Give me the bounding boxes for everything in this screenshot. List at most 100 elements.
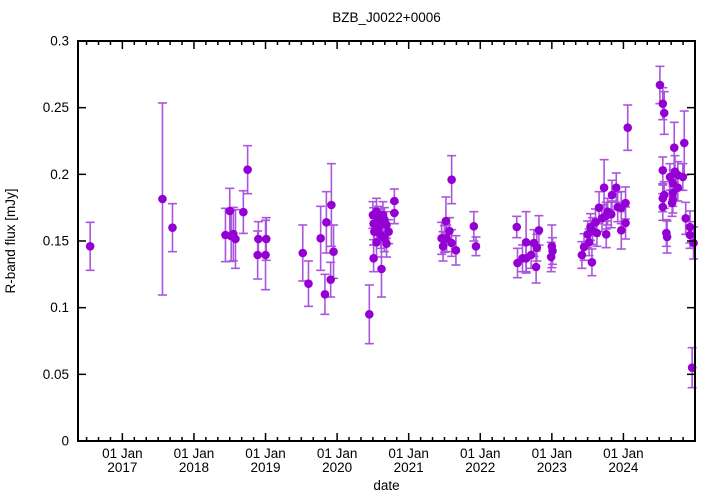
x-tick-label: 2021	[394, 460, 424, 475]
data-point	[243, 165, 252, 174]
data-point	[372, 207, 381, 216]
chart-title: BZB_J0022+0006	[332, 10, 440, 25]
x-tick-label: 01 Jan	[603, 446, 644, 461]
data-point	[469, 222, 479, 231]
y-axis-label: R-band flux [mJy]	[3, 188, 18, 293]
data-point	[662, 228, 671, 238]
data-point	[658, 166, 668, 175]
data-point	[377, 264, 386, 274]
data-point	[85, 242, 95, 251]
data-point	[623, 123, 633, 132]
y-tick-label: 0.3	[50, 34, 69, 49]
data-point	[658, 202, 668, 212]
y-tick-label: 0.1	[50, 300, 69, 315]
x-tick-label: 2022	[465, 460, 495, 475]
x-axis-label: date	[373, 478, 399, 493]
x-tick-label: 01 Jan	[245, 446, 286, 461]
data-point	[327, 200, 336, 210]
x-tick-label: 2023	[537, 460, 567, 475]
data-point	[599, 183, 609, 192]
data-point	[594, 203, 604, 212]
data-point	[441, 216, 451, 226]
data-point	[521, 254, 531, 263]
data-point	[655, 80, 665, 90]
data-point	[607, 190, 617, 200]
data-point	[584, 238, 594, 247]
x-tick-label: 01 Jan	[174, 446, 215, 461]
data-point	[326, 275, 335, 284]
y-tick-label: 0.25	[43, 100, 69, 115]
data-point	[438, 242, 448, 251]
data-point	[601, 230, 611, 239]
data-point	[521, 238, 531, 247]
data-point	[382, 220, 391, 230]
data-point	[231, 234, 240, 244]
data-point	[512, 222, 522, 232]
data-point	[621, 218, 630, 228]
data-point	[685, 222, 695, 232]
data-point	[316, 234, 325, 243]
x-tick-label: 2018	[179, 460, 209, 475]
data-point	[658, 99, 668, 108]
data-point	[531, 262, 541, 272]
data-point	[577, 250, 587, 260]
x-tick-label: 01 Jan	[102, 446, 143, 461]
y-tick-label: 0	[61, 434, 69, 449]
y-tick-label: 0.15	[43, 234, 69, 249]
x-tick-label: 01 Jan	[460, 446, 501, 461]
data-point	[390, 208, 399, 218]
data-point	[253, 250, 262, 260]
data-points	[85, 80, 698, 372]
data-point	[606, 210, 616, 219]
data-point	[261, 234, 271, 244]
data-point	[447, 238, 456, 248]
data-point	[587, 258, 597, 267]
data-point	[261, 250, 270, 260]
data-point	[445, 226, 454, 236]
x-tick-label: 2017	[107, 460, 137, 475]
data-point	[225, 206, 235, 216]
data-point	[532, 243, 542, 252]
data-point	[322, 218, 331, 227]
data-point	[668, 188, 678, 198]
data-point	[369, 219, 378, 228]
y-tick-label: 0.2	[50, 167, 69, 182]
data-point	[168, 223, 177, 232]
data-point	[611, 183, 621, 192]
data-point	[592, 228, 602, 238]
data-point	[679, 138, 689, 148]
data-point	[298, 248, 308, 258]
data-point	[685, 230, 695, 240]
data-point	[382, 239, 391, 248]
data-point	[667, 198, 677, 208]
data-point	[689, 238, 698, 248]
data-point	[681, 214, 690, 223]
data-point	[659, 108, 669, 118]
data-point	[239, 207, 248, 217]
x-tick-label: 01 Jan	[532, 446, 573, 461]
data-point	[304, 279, 313, 288]
x-tick-label: 2020	[322, 460, 352, 475]
data-point	[534, 226, 544, 235]
data-point	[320, 290, 330, 299]
plot-border	[77, 40, 696, 442]
data-point	[678, 172, 688, 182]
data-point	[254, 234, 263, 244]
data-point	[372, 238, 381, 247]
x-tick-label: 2024	[608, 460, 639, 475]
data-point	[451, 246, 461, 255]
data-point	[384, 227, 393, 236]
data-point	[390, 196, 399, 206]
data-point	[329, 247, 338, 256]
data-point	[546, 252, 556, 262]
data-point	[591, 218, 600, 227]
data-point	[369, 254, 378, 263]
x-tick-label: 01 Jan	[388, 446, 429, 461]
data-point	[365, 310, 374, 319]
data-point	[513, 258, 522, 268]
x-tick-label: 01 Jan	[317, 446, 358, 461]
data-point	[158, 194, 167, 204]
